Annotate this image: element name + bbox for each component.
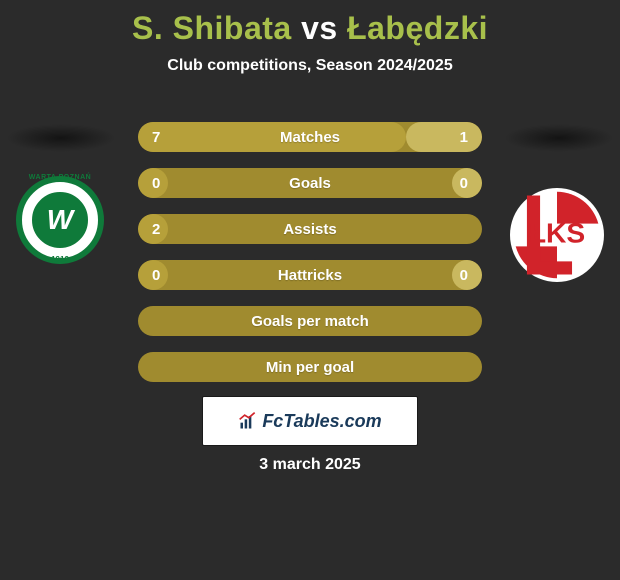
badge-shadow-left	[6, 124, 116, 152]
subtitle: Club competitions, Season 2024/2025	[0, 57, 620, 75]
stat-bar: 2Assists	[138, 214, 482, 244]
badge-right-letters: ŁKS	[529, 217, 585, 249]
stat-bar: 00Goals	[138, 168, 482, 198]
page-title: S. Shibata vs Łabędzki	[0, 0, 620, 47]
club-badge-right-svg: ŁKS	[510, 188, 604, 282]
club-badge-left: WARTA POZNAŃ W 1912	[16, 176, 104, 264]
stat-bar: 00Hattricks	[138, 260, 482, 290]
comparison-bars: 71Matches 00Goals 2Assists 00Hattricks Goals…	[138, 122, 482, 398]
badge-left-letter: W	[47, 204, 73, 236]
badge-left-year: 1912	[51, 255, 69, 264]
stat-label: Matches	[138, 122, 482, 152]
stat-label: Goals per match	[138, 306, 482, 336]
chart-icon	[238, 411, 258, 431]
badge-shadow-right	[504, 124, 614, 152]
stat-label: Assists	[138, 214, 482, 244]
club-badge-right: ŁKS	[510, 188, 604, 282]
stat-label: Hattricks	[138, 260, 482, 290]
watermark-text: FcTables.com	[262, 411, 381, 432]
stat-label: Goals	[138, 168, 482, 198]
vs-label: vs	[301, 10, 338, 46]
stat-bar: 71Matches	[138, 122, 482, 152]
stat-bar: Min per goal	[138, 352, 482, 382]
player-right-name: Łabędzki	[347, 10, 488, 46]
stat-bar: Goals per match	[138, 306, 482, 336]
stat-label: Min per goal	[138, 352, 482, 382]
player-left-name: S. Shibata	[132, 10, 292, 46]
watermark: FcTables.com	[202, 396, 418, 446]
date-label: 3 march 2025	[0, 456, 620, 474]
badge-left-top-text: WARTA POZNAŃ	[29, 174, 91, 181]
